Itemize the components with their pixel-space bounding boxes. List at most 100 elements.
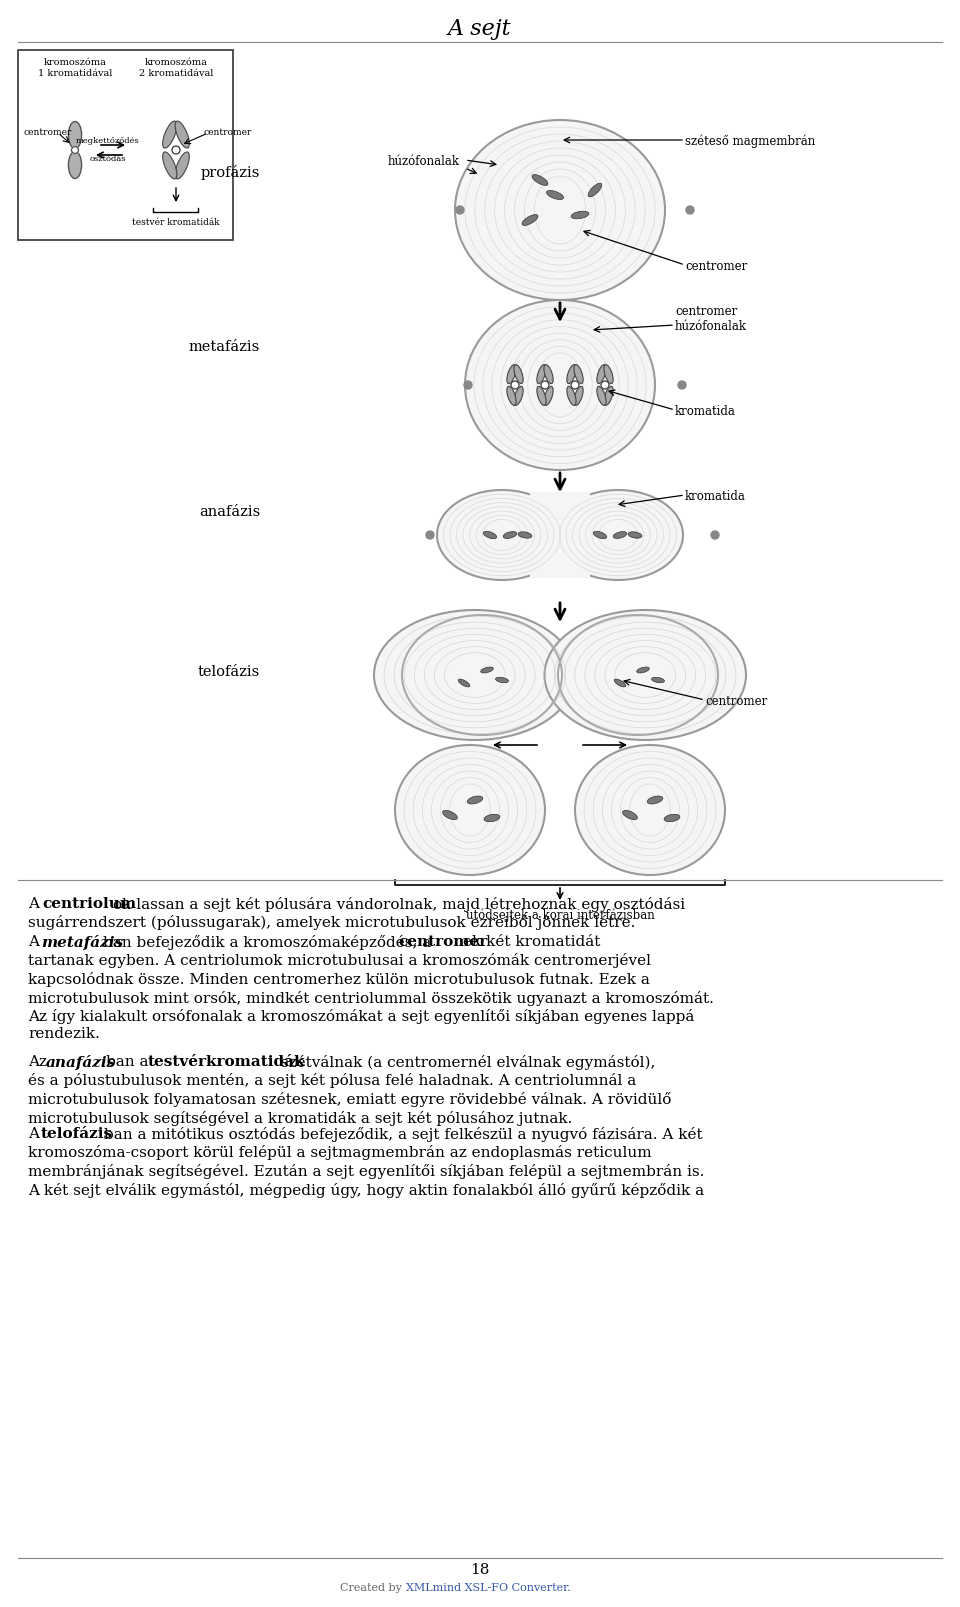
- Text: centromer: centromer: [675, 305, 737, 318]
- Ellipse shape: [597, 386, 606, 405]
- Ellipse shape: [588, 183, 602, 196]
- Circle shape: [541, 381, 549, 389]
- Text: centromer: centromer: [705, 694, 767, 709]
- Text: A: A: [28, 935, 44, 950]
- Text: A: A: [28, 897, 44, 911]
- Bar: [530, 492, 590, 579]
- Circle shape: [511, 381, 519, 389]
- Ellipse shape: [574, 386, 583, 405]
- Text: ok lassan a sejt két pólusára vándorolnak, majd létrehoznak egy osztódási: ok lassan a sejt két pólusára vándorolna…: [113, 897, 685, 913]
- Ellipse shape: [613, 532, 627, 538]
- Ellipse shape: [162, 153, 177, 178]
- Text: sugárrendszert (pólussugarak), amelyek microtubulusok ezreiből jönnek létre.: sugárrendszert (pólussugarak), amelyek m…: [28, 916, 636, 930]
- Circle shape: [686, 206, 694, 214]
- Ellipse shape: [443, 810, 457, 820]
- Ellipse shape: [175, 153, 189, 178]
- Text: centriolum: centriolum: [42, 897, 136, 911]
- Text: széteső magmembrán: széteső magmembrán: [685, 135, 815, 148]
- Text: centromer: centromer: [203, 129, 252, 137]
- Ellipse shape: [614, 680, 626, 686]
- Text: testvérkromatidák: testvérkromatidák: [148, 1056, 305, 1069]
- Ellipse shape: [68, 122, 82, 148]
- Text: megkettőződés: megkettőződés: [76, 137, 140, 145]
- Text: 1 kromatidával: 1 kromatidával: [37, 69, 112, 79]
- Circle shape: [601, 381, 609, 389]
- Circle shape: [172, 146, 180, 154]
- Text: metafázis: metafázis: [189, 341, 260, 354]
- Text: centromer: centromer: [23, 129, 71, 137]
- Ellipse shape: [566, 365, 576, 384]
- Ellipse shape: [544, 611, 746, 739]
- Text: telofázis: telofázis: [198, 665, 260, 680]
- Ellipse shape: [507, 365, 516, 384]
- Ellipse shape: [495, 677, 509, 683]
- Text: A sejt: A sejt: [448, 18, 512, 40]
- Text: anafázis: anafázis: [46, 1056, 116, 1070]
- Text: telofázis: telofázis: [41, 1127, 113, 1141]
- Ellipse shape: [518, 532, 532, 538]
- Ellipse shape: [623, 810, 637, 820]
- Circle shape: [464, 381, 472, 389]
- Circle shape: [678, 381, 686, 389]
- Text: 2 kromatidával: 2 kromatidával: [139, 69, 213, 79]
- Text: kromatida: kromatida: [675, 405, 736, 418]
- Ellipse shape: [484, 815, 500, 821]
- Ellipse shape: [455, 121, 665, 301]
- Ellipse shape: [395, 746, 545, 874]
- Ellipse shape: [636, 667, 649, 673]
- Text: microtubulusok folyamatosan szétesnek, emiatt egyre rövidebbé válnak. A rövidülő: microtubulusok folyamatosan szétesnek, e…: [28, 1093, 671, 1107]
- Ellipse shape: [175, 121, 189, 148]
- Text: ban a mitótikus osztódás befejeződik, a sejt felkészül a nyugvó fázisára. A két: ban a mitótikus osztódás befejeződik, a …: [104, 1127, 703, 1143]
- Text: kapcsolódnak össze. Minden centromerhez külön microtubulusok futnak. Ezek a: kapcsolódnak össze. Minden centromerhez …: [28, 972, 650, 987]
- Ellipse shape: [604, 365, 613, 384]
- Text: húzófonalak: húzófonalak: [388, 154, 460, 169]
- Ellipse shape: [647, 795, 662, 804]
- Ellipse shape: [68, 151, 82, 178]
- Ellipse shape: [597, 365, 606, 384]
- Circle shape: [426, 530, 434, 538]
- Ellipse shape: [566, 386, 576, 405]
- Ellipse shape: [162, 121, 177, 148]
- Ellipse shape: [465, 301, 655, 469]
- Circle shape: [571, 381, 579, 389]
- Ellipse shape: [514, 365, 523, 384]
- Ellipse shape: [604, 386, 613, 405]
- Ellipse shape: [522, 215, 538, 225]
- Ellipse shape: [593, 532, 607, 538]
- Ellipse shape: [507, 386, 516, 405]
- Text: Az így kialakult orsófonalak a kromoszómákat a sejt egyenlítői síkjában egyenes : Az így kialakult orsófonalak a kromoszóm…: [28, 1009, 694, 1024]
- Text: microtubulusok segítségével a kromatidák a sejt két pólusához jutnak.: microtubulusok segítségével a kromatidák…: [28, 1110, 572, 1125]
- Text: centromer: centromer: [685, 260, 747, 273]
- Text: anafázis: anafázis: [199, 505, 260, 519]
- Circle shape: [456, 206, 464, 214]
- Ellipse shape: [628, 532, 642, 538]
- Circle shape: [711, 530, 719, 538]
- Ellipse shape: [544, 386, 553, 405]
- Text: ban a: ban a: [106, 1056, 154, 1069]
- Text: metafázis: metafázis: [41, 935, 123, 950]
- Text: membránjának segítségével. Ezután a sejt egyenlítői síkjában felépül a sejtmembr: membránjának segítségével. Ezután a sejt…: [28, 1163, 705, 1180]
- Text: húzófonalak: húzófonalak: [675, 320, 747, 333]
- Ellipse shape: [514, 386, 523, 405]
- Ellipse shape: [374, 611, 575, 739]
- Ellipse shape: [571, 211, 588, 219]
- Ellipse shape: [575, 746, 725, 874]
- Text: centromer: centromer: [398, 935, 488, 950]
- Text: kromoszóma: kromoszóma: [145, 58, 207, 67]
- Text: Created by: Created by: [340, 1583, 405, 1593]
- Ellipse shape: [503, 532, 516, 538]
- Text: kromoszóma-csoport körül felépül a sejtmagmembrán az endoplasmás reticulum: kromoszóma-csoport körül felépül a sejtm…: [28, 1146, 652, 1160]
- Ellipse shape: [532, 175, 548, 185]
- Text: szétválnak (a centromernél elválnak egymástól),: szétválnak (a centromernél elválnak egym…: [276, 1056, 656, 1070]
- Bar: [18, 50, 233, 239]
- Text: kromatida: kromatida: [685, 490, 746, 503]
- Ellipse shape: [664, 815, 680, 821]
- Ellipse shape: [553, 490, 683, 580]
- Ellipse shape: [437, 490, 567, 580]
- Text: osztódás: osztódás: [89, 154, 127, 162]
- Ellipse shape: [652, 677, 664, 683]
- Text: Az: Az: [28, 1056, 52, 1069]
- Ellipse shape: [458, 680, 469, 686]
- Text: ban befejeződik a kromoszómaképződés, a: ban befejeződik a kromoszómaképződés, a: [103, 935, 436, 950]
- Text: A: A: [28, 1127, 44, 1141]
